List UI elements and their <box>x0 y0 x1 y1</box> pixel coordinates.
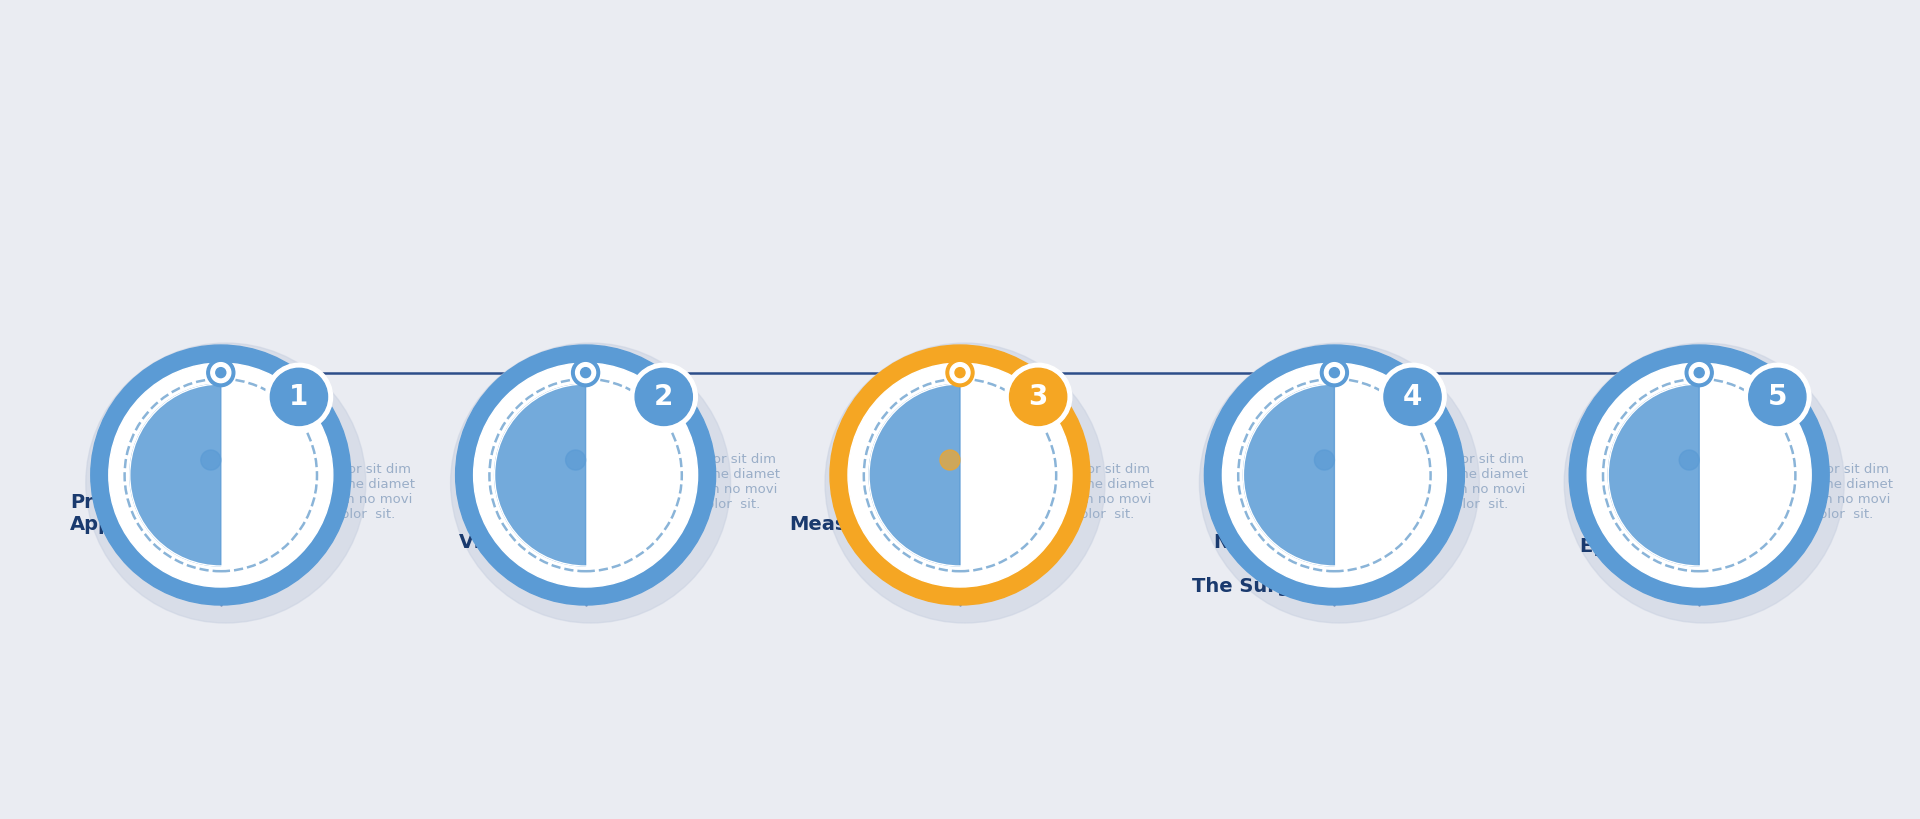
Circle shape <box>474 363 697 587</box>
Text: Taking
Antibiotic
Eye Drops: Taking Antibiotic Eye Drops <box>1580 493 1692 555</box>
Circle shape <box>849 363 1071 587</box>
Wedge shape <box>495 384 586 566</box>
Circle shape <box>1384 369 1442 426</box>
Circle shape <box>947 359 973 387</box>
Circle shape <box>1749 369 1807 426</box>
Circle shape <box>215 368 227 378</box>
Circle shape <box>90 345 351 605</box>
Circle shape <box>826 343 1106 623</box>
Circle shape <box>566 450 586 470</box>
Circle shape <box>1004 364 1071 431</box>
Circle shape <box>1200 343 1480 623</box>
Text: 3: 3 <box>1029 383 1048 411</box>
Circle shape <box>1693 368 1705 378</box>
Wedge shape <box>1609 384 1699 566</box>
Text: 5: 5 <box>1768 383 1788 411</box>
Circle shape <box>1743 364 1811 431</box>
Circle shape <box>1379 364 1446 431</box>
Circle shape <box>1223 363 1446 587</box>
Circle shape <box>580 368 591 378</box>
Circle shape <box>829 345 1091 605</box>
Circle shape <box>202 450 221 470</box>
Circle shape <box>1680 450 1699 470</box>
Circle shape <box>954 368 966 378</box>
Text: Lorem ipsum dolor sit dim
amet, mea regione diamet
principes at. Cum no movi
lor: Lorem ipsum dolor sit dim amet, mea regi… <box>1350 453 1528 510</box>
Wedge shape <box>870 384 960 566</box>
Text: Vision Test: Vision Test <box>459 532 578 552</box>
Circle shape <box>572 359 599 387</box>
Circle shape <box>1565 343 1845 623</box>
Circle shape <box>1690 363 1709 382</box>
Circle shape <box>455 345 716 605</box>
Circle shape <box>1325 363 1344 382</box>
Circle shape <box>1321 359 1348 387</box>
Wedge shape <box>131 384 221 566</box>
Text: Lorem ipsum dolor sit dim
amet, mea regione diamet
principes at. Cum no movi
lor: Lorem ipsum dolor sit dim amet, mea regi… <box>236 463 415 521</box>
Text: Preoperative
Appointment: Preoperative Appointment <box>69 493 213 534</box>
Circle shape <box>1686 359 1713 387</box>
Circle shape <box>451 343 732 623</box>
Text: Taking
Measurements: Taking Measurements <box>789 493 952 534</box>
Circle shape <box>1315 450 1334 470</box>
Circle shape <box>265 364 332 431</box>
Circle shape <box>1569 345 1830 605</box>
Circle shape <box>271 369 328 426</box>
Circle shape <box>636 369 693 426</box>
Circle shape <box>950 363 970 382</box>
Text: Lorem ipsum dolor sit dim
amet, mea regione diamet
principes at. Cum no movi
lor: Lorem ipsum dolor sit dim amet, mea regi… <box>1715 463 1893 521</box>
Circle shape <box>630 364 697 431</box>
Circle shape <box>1588 363 1811 587</box>
Circle shape <box>86 343 367 623</box>
Circle shape <box>1010 369 1068 426</box>
Circle shape <box>211 363 230 382</box>
Circle shape <box>1204 345 1465 605</box>
Text: 1: 1 <box>290 383 309 411</box>
Text: Lorem ipsum dolor sit dim
amet, mea regione diamet
principes at. Cum no movi
lor: Lorem ipsum dolor sit dim amet, mea regi… <box>601 453 780 510</box>
Text: 2: 2 <box>655 383 674 411</box>
Text: Lorem ipsum dolor sit dim
amet, mea regione diamet
principes at. Cum no movi
lor: Lorem ipsum dolor sit dim amet, mea regi… <box>975 463 1154 521</box>
Circle shape <box>576 363 595 382</box>
Wedge shape <box>1244 384 1334 566</box>
Circle shape <box>941 450 960 470</box>
Circle shape <box>109 363 332 587</box>
Circle shape <box>1329 368 1340 378</box>
Text: 4: 4 <box>1404 383 1423 411</box>
Circle shape <box>207 359 234 387</box>
Text: No Lenses
Before
The Surgery: No Lenses Before The Surgery <box>1192 532 1327 595</box>
